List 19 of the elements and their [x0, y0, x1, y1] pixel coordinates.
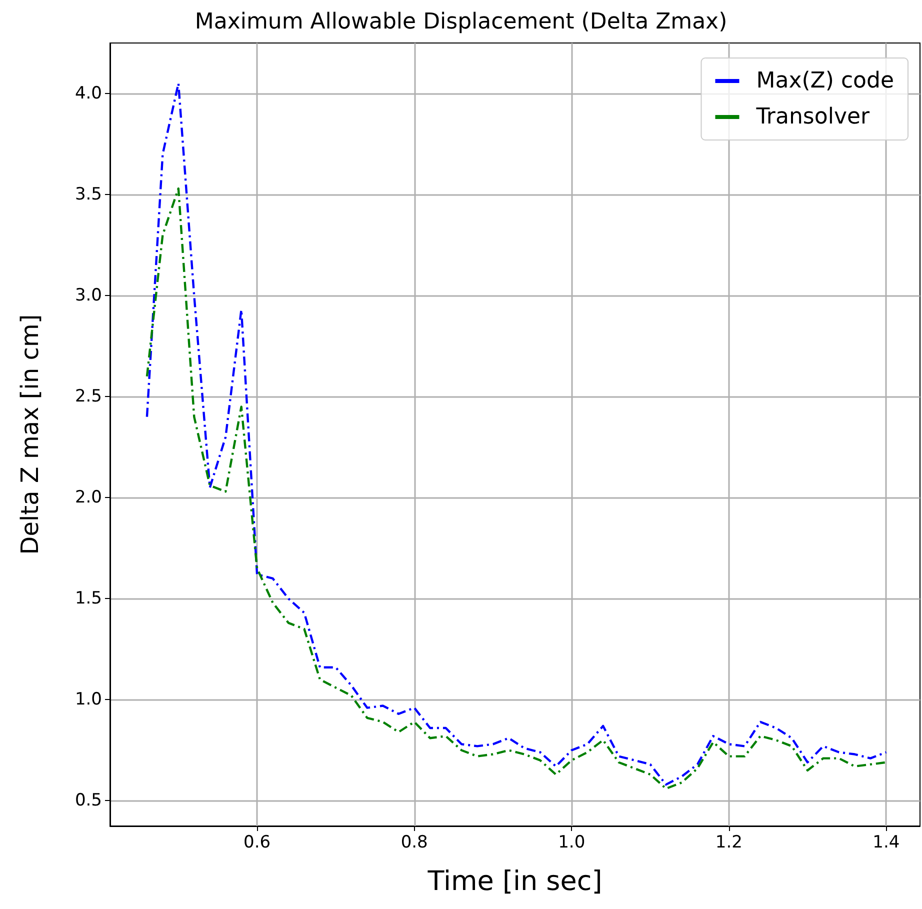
line-series [146, 187, 888, 790]
x-tick-label: 1.4 [872, 832, 900, 852]
y-tick-label: 4.0 [74, 84, 102, 104]
x-axis-title: Time [in sec] [426, 866, 602, 897]
y-axis-title: Delta Z max [in cm] [16, 314, 44, 555]
x-tick-label: 1.2 [715, 832, 742, 852]
y-tick-label: 3.0 [74, 286, 102, 306]
x-tick-label: 1.0 [558, 832, 586, 852]
x-tick-label: 0.6 [244, 832, 271, 852]
legend-label: Max(Z) code [756, 68, 894, 94]
x-tick-label: 0.8 [400, 832, 428, 852]
y-tick-label: 1.0 [74, 690, 102, 710]
legend-label: Transolver [755, 104, 870, 130]
y-tick-label: 3.5 [74, 184, 102, 205]
chart-title: Maximum Allowable Displacement (Delta Zmax) [194, 10, 728, 34]
y-tick-label: 2.5 [74, 386, 102, 407]
y-tick-label: 2.0 [74, 488, 102, 508]
y-tick-label: 0.5 [74, 790, 102, 811]
y-tick-label: 1.5 [74, 588, 102, 609]
